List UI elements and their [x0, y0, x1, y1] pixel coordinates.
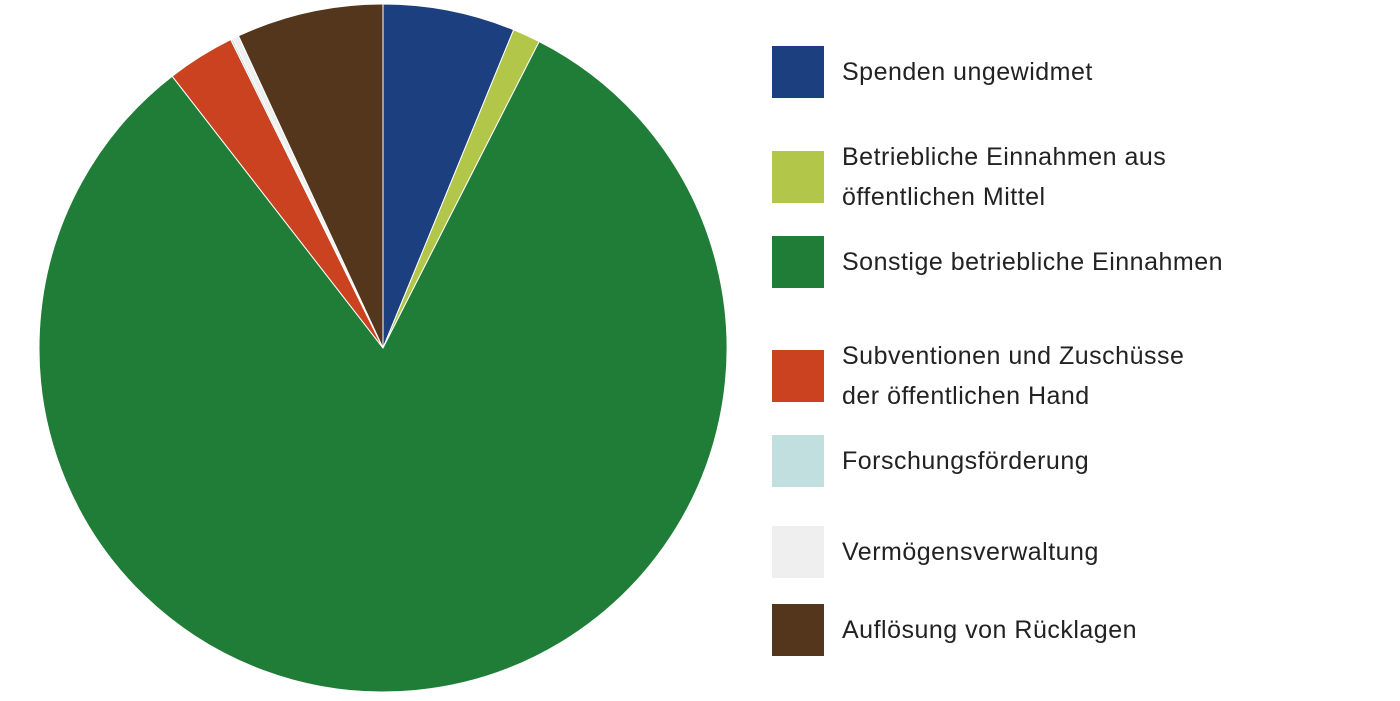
- legend-item: Auflösung von Rücklagen: [772, 604, 1137, 656]
- legend-item: Spenden ungewidmet: [772, 46, 1093, 98]
- legend-label: Forschungsförderung: [842, 447, 1090, 475]
- legend-item: Sonstige betriebliche Einnahmen: [772, 236, 1223, 288]
- legend-swatch: [772, 526, 824, 578]
- legend-swatch: [772, 350, 824, 402]
- legend-swatch: [772, 604, 824, 656]
- pie-slice-3: [38, 40, 728, 693]
- legend-label: Sonstige betriebliche Einnahmen: [842, 248, 1224, 276]
- legend-item: Betriebliche Einnahmen aus öffentlichen …: [772, 137, 1166, 217]
- legend-label: Subventionen und Zuschüsse der öffentlic…: [842, 342, 1185, 410]
- legend-swatch: [772, 151, 824, 203]
- pie-slice-1: [382, 3, 515, 349]
- pie-slice-7: [237, 3, 384, 349]
- legend-label: Vermögensverwaltung: [842, 538, 1099, 566]
- legend-item: Subventionen und Zuschüsse der öffentlic…: [772, 336, 1184, 416]
- pie-plot-area: [38, 3, 728, 693]
- legend-swatch: [772, 236, 824, 288]
- legend-label: Betriebliche Einnahmen aus öffentlichen …: [842, 143, 1167, 211]
- legend-label: Auflösung von Rücklagen: [842, 616, 1138, 644]
- legend-item: Forschungsförderung: [772, 435, 1089, 487]
- legend-item: Vermögensverwaltung: [772, 526, 1099, 578]
- legend-swatch: [772, 435, 824, 487]
- legend-swatch: [772, 46, 824, 98]
- legend-label: Spenden ungewidmet: [842, 58, 1093, 86]
